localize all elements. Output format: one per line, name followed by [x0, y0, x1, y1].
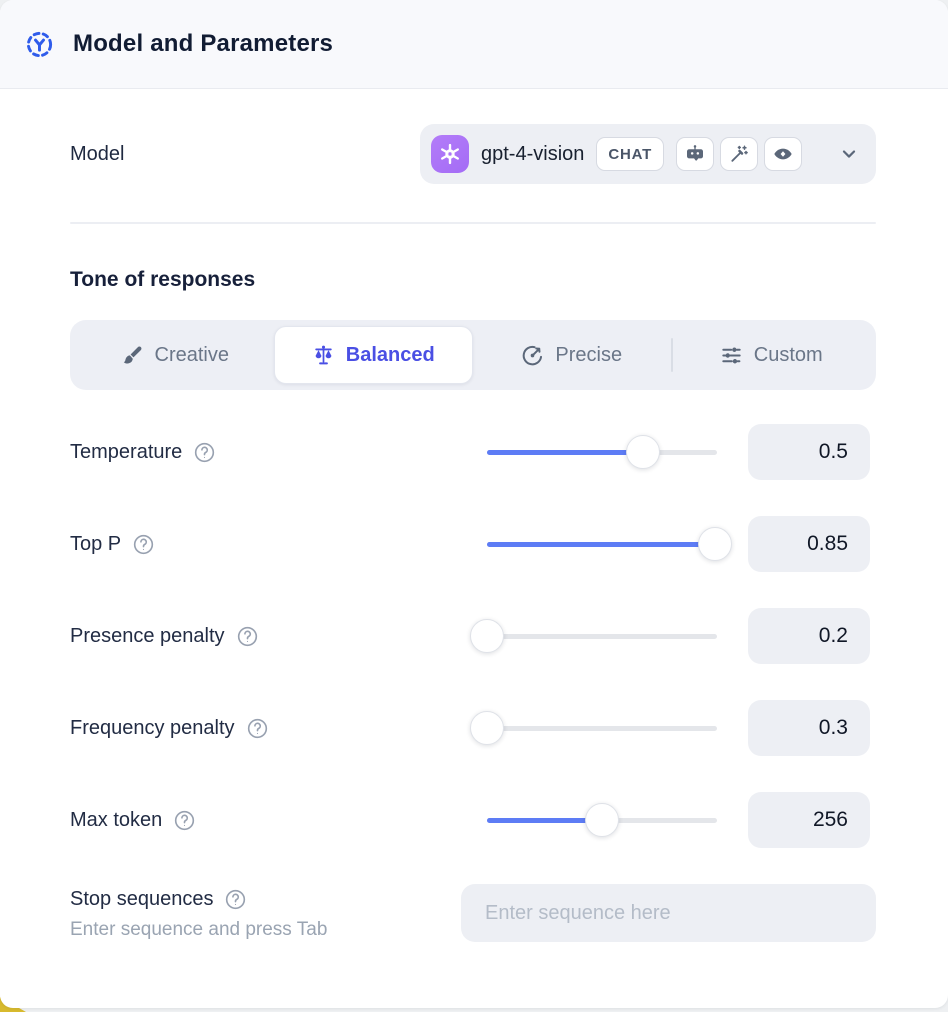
- tone-option-label: Custom: [753, 343, 823, 366]
- sliders-icon: [720, 344, 743, 367]
- tone-option-label: Precise: [555, 343, 623, 366]
- parameter-label: Top P: [70, 532, 122, 555]
- model-label: Model: [70, 142, 125, 165]
- slider-thumb[interactable]: [697, 527, 732, 561]
- slider-fill: [487, 817, 602, 823]
- openai-logo-glyph: [437, 141, 463, 167]
- robot-icon: [685, 144, 705, 164]
- help-icon[interactable]: [224, 888, 247, 911]
- tone-option-precise[interactable]: Precise: [473, 326, 671, 384]
- model-select-dropdown[interactable]: gpt-4-vision CHAT: [420, 124, 876, 184]
- capability-badge: [720, 137, 759, 171]
- openai-logo: [431, 135, 469, 173]
- stop-sequences-label: Stop sequences: [70, 888, 214, 910]
- tone-option-label: Creative: [154, 343, 229, 366]
- capability-badge: [764, 137, 803, 171]
- model-capability-badges: [676, 137, 803, 171]
- parameter-value[interactable]: 0.85: [748, 516, 870, 572]
- help-icon[interactable]: [132, 533, 155, 556]
- parameter-slider[interactable]: [487, 424, 717, 480]
- slider-thumb[interactable]: [585, 803, 619, 837]
- slider-thumb[interactable]: [626, 435, 661, 469]
- target-icon: [521, 344, 544, 367]
- tone-heading: Tone of responses: [70, 268, 256, 291]
- parameter-slider[interactable]: [487, 516, 732, 572]
- parameter-row: Top P 0.85: [70, 516, 876, 572]
- selected-model-name: gpt-4-vision: [481, 142, 585, 165]
- model-hub-icon: [24, 29, 55, 60]
- parameter-list: Temperature 0.5 Top P 0.85 Presence pena…: [70, 424, 876, 848]
- slider-fill: [487, 449, 644, 455]
- stop-sequences-helper-text: Enter sequence and press Tab: [70, 919, 328, 940]
- segment-divider: [670, 338, 673, 372]
- parameter-value[interactable]: 0.3: [748, 700, 870, 756]
- parameter-slider[interactable]: [487, 792, 717, 848]
- slider-track: [487, 633, 717, 639]
- slider-track: [487, 725, 717, 731]
- parameter-slider[interactable]: [470, 700, 717, 756]
- capability-badge: [676, 137, 715, 171]
- tone-option-custom[interactable]: Custom: [673, 326, 871, 384]
- help-icon[interactable]: [236, 625, 259, 648]
- tone-segmented-control: Creative Balanced Precise Custom: [70, 320, 876, 390]
- eye-icon: [773, 144, 793, 164]
- parameter-value[interactable]: 256: [748, 792, 870, 848]
- panel-title: Model and Parameters: [73, 30, 334, 57]
- parameter-row: Frequency penalty 0.3: [70, 700, 876, 756]
- parameter-row: Presence penalty 0.2: [70, 608, 876, 664]
- panel-header: Model and Parameters: [0, 0, 948, 89]
- tone-option-balanced[interactable]: Balanced: [273, 326, 473, 384]
- brush-icon: [121, 344, 144, 367]
- slider-fill: [487, 541, 715, 547]
- parameter-label: Max token: [70, 808, 163, 831]
- tone-option-label: Balanced: [345, 343, 435, 366]
- stop-sequence-input[interactable]: [461, 884, 876, 942]
- parameter-value[interactable]: 0.5: [748, 424, 870, 480]
- panel-content: Model gpt-4-vision CHAT Tone of response…: [0, 124, 948, 942]
- stop-sequences-row: Stop sequences Enter sequence and press …: [70, 884, 876, 942]
- slider-thumb[interactable]: [470, 711, 504, 745]
- parameter-label: Temperature: [70, 440, 183, 463]
- parameter-label: Frequency penalty: [70, 716, 235, 739]
- parameter-value[interactable]: 0.2: [748, 608, 870, 664]
- help-icon[interactable]: [246, 717, 269, 740]
- stop-sequences-label-wrap: Stop sequences Enter sequence and press …: [70, 884, 327, 941]
- parameter-row: Max token 256: [70, 792, 876, 848]
- help-icon[interactable]: [173, 809, 196, 832]
- model-type-badge: CHAT: [596, 137, 665, 171]
- model-row: Model gpt-4-vision CHAT: [70, 124, 876, 184]
- chevron-down-icon: [838, 143, 860, 165]
- section-divider: [70, 222, 876, 224]
- slider-thumb[interactable]: [470, 619, 504, 653]
- wand-sparkles-icon: [729, 144, 749, 164]
- parameter-label: Presence penalty: [70, 624, 225, 647]
- scale-icon: [312, 344, 335, 367]
- parameter-slider[interactable]: [470, 608, 717, 664]
- tone-option-creative[interactable]: Creative: [76, 326, 274, 384]
- help-icon[interactable]: [193, 441, 216, 464]
- parameter-row: Temperature 0.5: [70, 424, 876, 480]
